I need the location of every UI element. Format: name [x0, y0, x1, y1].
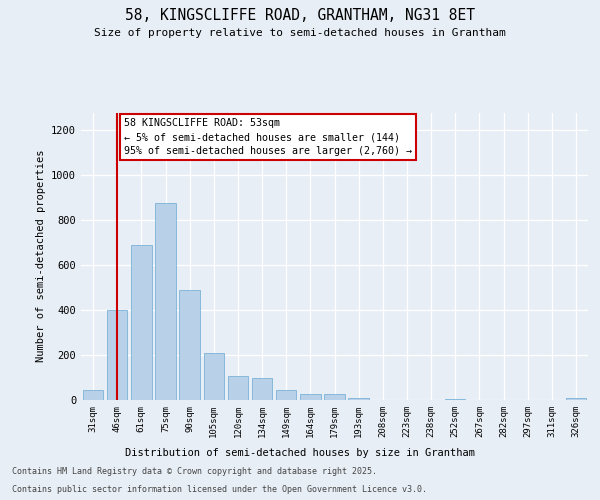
- Text: Distribution of semi-detached houses by size in Grantham: Distribution of semi-detached houses by …: [125, 448, 475, 458]
- Bar: [155, 204, 176, 400]
- Bar: [252, 378, 272, 400]
- Bar: [107, 310, 127, 400]
- Bar: [349, 398, 369, 400]
- Bar: [324, 394, 345, 400]
- Text: 58 KINGSCLIFFE ROAD: 53sqm
← 5% of semi-detached houses are smaller (144)
95% of: 58 KINGSCLIFFE ROAD: 53sqm ← 5% of semi-…: [124, 118, 412, 156]
- Bar: [203, 353, 224, 400]
- Text: Size of property relative to semi-detached houses in Grantham: Size of property relative to semi-detach…: [94, 28, 506, 38]
- Bar: [276, 390, 296, 400]
- Bar: [566, 398, 586, 400]
- Bar: [131, 245, 152, 400]
- Y-axis label: Number of semi-detached properties: Number of semi-detached properties: [35, 150, 46, 362]
- Bar: [179, 290, 200, 400]
- Text: 58, KINGSCLIFFE ROAD, GRANTHAM, NG31 8ET: 58, KINGSCLIFFE ROAD, GRANTHAM, NG31 8ET: [125, 8, 475, 22]
- Bar: [300, 394, 320, 400]
- Bar: [227, 376, 248, 400]
- Text: Contains public sector information licensed under the Open Government Licence v3: Contains public sector information licen…: [12, 485, 427, 494]
- Text: Contains HM Land Registry data © Crown copyright and database right 2025.: Contains HM Land Registry data © Crown c…: [12, 467, 377, 476]
- Bar: [445, 399, 466, 400]
- Bar: [83, 390, 103, 400]
